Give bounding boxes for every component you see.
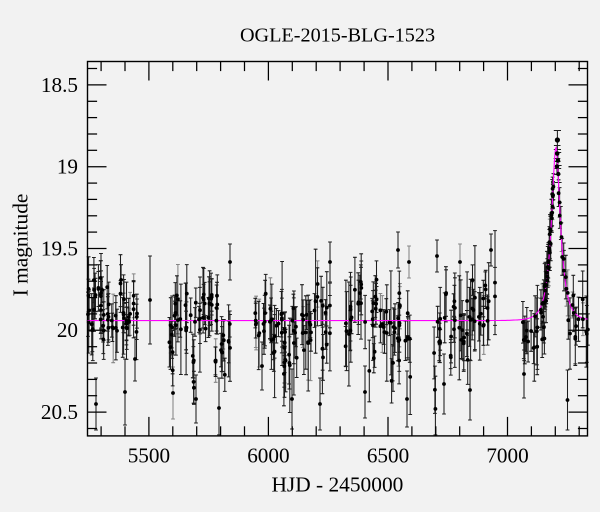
svg-text:6500: 6500 [367, 444, 409, 468]
svg-text:5500: 5500 [128, 444, 170, 468]
svg-text:OGLE-2015-BLG-1523: OGLE-2015-BLG-1523 [240, 24, 435, 46]
svg-text:7000: 7000 [486, 444, 528, 468]
svg-text:HJD - 2450000: HJD - 2450000 [271, 473, 403, 497]
svg-text:20: 20 [57, 318, 78, 342]
svg-text:20.5: 20.5 [41, 400, 78, 424]
svg-text:19: 19 [57, 155, 78, 179]
svg-text:18.5: 18.5 [41, 73, 78, 97]
svg-text:I magnitude: I magnitude [9, 194, 33, 297]
svg-text:19.5: 19.5 [41, 236, 78, 260]
svg-text:6000: 6000 [247, 444, 289, 468]
